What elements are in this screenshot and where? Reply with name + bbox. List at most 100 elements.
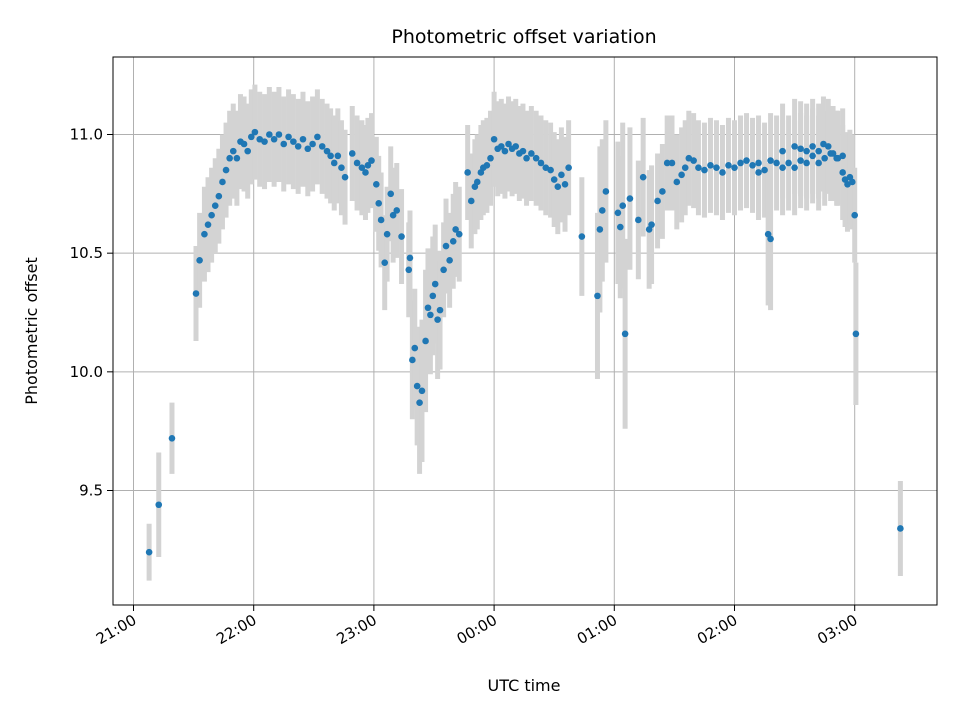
data-point	[690, 157, 697, 164]
data-point	[779, 147, 786, 155]
y-tick-label: 10.5	[70, 244, 103, 262]
data-point	[678, 171, 685, 179]
data-point	[791, 143, 798, 150]
data-point	[299, 135, 307, 143]
data-point	[280, 140, 288, 148]
data-point	[648, 221, 655, 228]
data-point	[773, 159, 780, 167]
data-point	[663, 159, 671, 167]
data-point	[314, 133, 321, 141]
data-point	[251, 128, 259, 136]
data-point	[626, 195, 634, 202]
data-point	[635, 216, 642, 224]
data-point	[211, 202, 219, 209]
data-point	[719, 169, 726, 176]
data-point	[446, 256, 453, 264]
data-point	[797, 157, 804, 164]
data-point	[294, 143, 302, 150]
data-point	[219, 178, 226, 186]
data-point	[565, 164, 572, 172]
x-tick-label: 02:00	[694, 611, 740, 648]
data-point	[791, 164, 798, 172]
x-tick-label: 21:00	[93, 611, 139, 648]
x-axis-label: UTC time	[488, 676, 561, 695]
data-point	[196, 256, 203, 264]
data-point	[442, 242, 450, 250]
data-point	[155, 501, 163, 509]
data-point	[815, 159, 822, 167]
data-point	[547, 166, 554, 174]
data-point	[406, 254, 414, 262]
data-point	[409, 356, 416, 364]
data-point	[743, 157, 750, 164]
data-point	[323, 147, 331, 155]
data-point	[809, 143, 816, 150]
data-point	[416, 399, 423, 406]
data-point	[290, 138, 297, 145]
x-axis-ticks: 21:00 22:00 23:00 00:00 01:00 02:00 03:00	[93, 605, 861, 648]
data-point	[897, 525, 904, 532]
data-point	[532, 154, 540, 162]
data-point	[617, 223, 624, 231]
data-point	[554, 183, 562, 191]
data-point	[851, 211, 858, 219]
data-point	[364, 162, 372, 169]
y-tick-label: 9.5	[79, 482, 103, 500]
data-point	[639, 173, 647, 181]
data-point	[240, 140, 248, 148]
data-point	[839, 152, 846, 160]
data-points	[145, 128, 904, 556]
data-point	[229, 147, 237, 155]
data-point	[852, 330, 860, 338]
x-tick-label: 22:00	[213, 611, 259, 648]
data-point	[338, 164, 345, 172]
data-point	[353, 159, 361, 167]
data-point	[285, 133, 292, 141]
data-point	[550, 176, 558, 183]
x-tick-label: 03:00	[814, 611, 860, 648]
data-point	[464, 169, 471, 176]
data-point	[145, 548, 153, 556]
data-point	[619, 202, 627, 209]
data-point	[755, 159, 762, 167]
data-point	[424, 304, 432, 312]
data-point	[537, 159, 545, 167]
data-point	[411, 344, 419, 352]
data-point	[668, 159, 676, 167]
data-point	[405, 266, 413, 274]
data-point	[387, 190, 395, 198]
data-point	[803, 147, 810, 155]
data-point	[602, 188, 610, 195]
data-point	[304, 145, 312, 153]
data-point	[334, 152, 342, 160]
data-point	[701, 166, 708, 174]
data-point	[654, 197, 661, 205]
data-point	[327, 152, 334, 160]
data-point	[578, 233, 586, 240]
data-point	[467, 197, 475, 205]
data-point	[707, 162, 714, 169]
data-point	[749, 162, 756, 169]
data-point	[561, 181, 569, 188]
data-point	[393, 207, 401, 214]
data-point	[373, 181, 380, 188]
data-point	[785, 159, 792, 167]
data-point	[226, 154, 233, 162]
data-point	[318, 143, 326, 150]
data-point	[247, 133, 255, 141]
data-point	[270, 135, 278, 143]
data-point	[528, 150, 535, 157]
data-point	[519, 147, 527, 155]
data-point	[309, 140, 316, 148]
data-point	[368, 157, 375, 164]
data-point	[436, 306, 444, 314]
data-point	[413, 382, 421, 390]
data-point	[422, 337, 429, 345]
data-point	[398, 233, 405, 240]
data-point	[501, 147, 509, 155]
data-point	[596, 226, 604, 233]
data-point	[418, 387, 426, 395]
data-point	[483, 162, 491, 169]
data-point	[621, 330, 629, 338]
data-point	[377, 216, 385, 224]
